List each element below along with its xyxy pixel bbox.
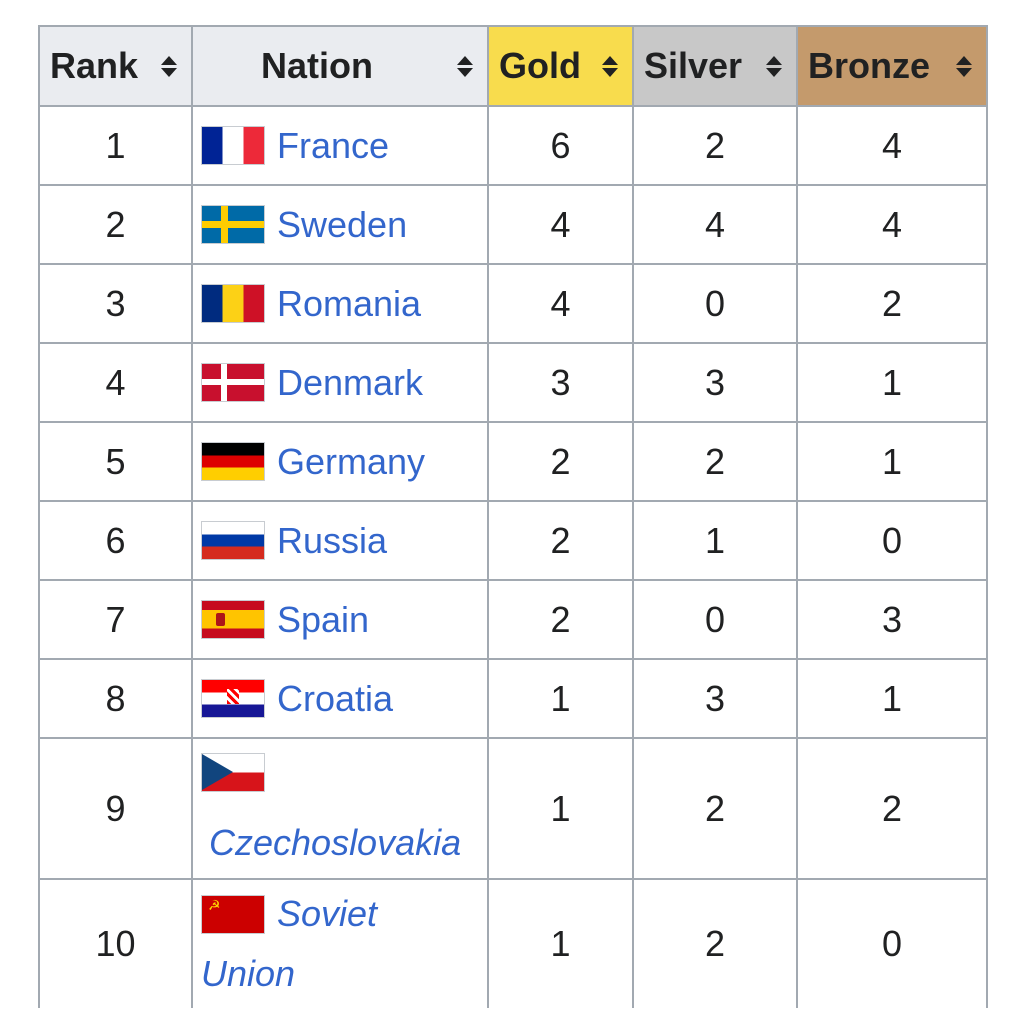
czechoslovakia-flag-icon[interactable]	[201, 753, 265, 792]
column-header-silver[interactable]: Silver	[632, 25, 798, 107]
sort-icon[interactable]	[600, 55, 620, 77]
silver-cell: 1	[632, 500, 798, 581]
bronze-cell: 1	[796, 421, 988, 502]
table-row: 8 Croatia 1 3 1	[38, 658, 988, 739]
rank-cell: 7	[38, 579, 193, 660]
rank-cell: 4	[38, 342, 193, 423]
nation-cell: France	[191, 105, 489, 186]
table-row: 3 Romania 4 0 2	[38, 263, 988, 344]
nation-cell: Russia	[191, 500, 489, 581]
nation-link[interactable]: Czechoslovakia	[209, 822, 462, 863]
silver-cell: 4	[632, 184, 798, 265]
nation-link[interactable]: Russia	[277, 519, 388, 561]
spain-flag-icon[interactable]	[201, 600, 265, 639]
sort-icon[interactable]	[455, 55, 475, 77]
nation-cell: Denmark	[191, 342, 489, 423]
silver-cell: 3	[632, 342, 798, 423]
nation-cell: Spain	[191, 579, 489, 660]
table-row: 9 Czechoslovakia 1 2 2	[38, 737, 988, 880]
nation-link[interactable]: Romania	[277, 282, 422, 324]
gold-cell: 2	[487, 579, 634, 660]
denmark-flag-icon[interactable]	[201, 363, 265, 402]
silver-cell: 2	[632, 421, 798, 502]
column-header-rank[interactable]: Rank	[38, 25, 193, 107]
nation-cell: Sweden	[191, 184, 489, 265]
sort-icon[interactable]	[764, 55, 784, 77]
nation-link[interactable]: Croatia	[277, 677, 394, 719]
nation-cell: Soviet Union	[191, 878, 489, 1008]
germany-flag-icon[interactable]	[201, 442, 265, 481]
bronze-cell: 4	[796, 184, 988, 265]
nation-link[interactable]: France	[277, 124, 390, 166]
gold-cell: 1	[487, 737, 634, 880]
header-row: Rank Nation Gold Silver	[38, 25, 988, 107]
gold-cell: 1	[487, 658, 634, 739]
nation-link-continued[interactable]: Union	[201, 953, 296, 994]
nation-cell: Germany	[191, 421, 489, 502]
gold-cell: 4	[487, 263, 634, 344]
medal-table: Rank Nation Gold Silver	[38, 25, 988, 1008]
gold-cell: 3	[487, 342, 634, 423]
silver-cell: 2	[632, 105, 798, 186]
bronze-cell: 2	[796, 263, 988, 344]
column-header-gold-label: Gold	[499, 45, 581, 86]
nation-cell: Romania	[191, 263, 489, 344]
gold-cell: 6	[487, 105, 634, 186]
table-row: 6 Russia 2 1 0	[38, 500, 988, 581]
sweden-flag-icon[interactable]	[201, 205, 265, 244]
nation-link[interactable]: Sweden	[277, 203, 408, 245]
table-row: 5 Germany 2 2 1	[38, 421, 988, 502]
bronze-cell: 0	[796, 878, 988, 1008]
nation-cell: Czechoslovakia	[191, 737, 489, 880]
table-row: 10 Soviet Union 1 2 0	[38, 878, 988, 1008]
rank-cell: 9	[38, 737, 193, 880]
column-header-gold[interactable]: Gold	[487, 25, 634, 107]
column-header-bronze[interactable]: Bronze	[796, 25, 988, 107]
table-row: 1 France 6 2 4	[38, 105, 988, 186]
france-flag-icon[interactable]	[201, 126, 265, 165]
bronze-cell: 1	[796, 658, 988, 739]
bronze-cell: 0	[796, 500, 988, 581]
soviet-union-flag-icon[interactable]	[201, 894, 265, 934]
column-header-nation[interactable]: Nation	[191, 25, 489, 107]
column-header-rank-label: Rank	[50, 45, 139, 86]
gold-cell: 1	[487, 878, 634, 1008]
gold-cell: 2	[487, 500, 634, 581]
column-header-silver-label: Silver	[644, 45, 743, 86]
nation-link[interactable]: Spain	[277, 598, 370, 640]
nation-link[interactable]: Germany	[277, 440, 426, 482]
rank-cell: 6	[38, 500, 193, 581]
silver-cell: 2	[632, 878, 798, 1008]
column-header-bronze-label: Bronze	[808, 45, 931, 86]
nation-cell: Croatia	[191, 658, 489, 739]
silver-cell: 2	[632, 737, 798, 880]
silver-cell: 0	[632, 579, 798, 660]
bronze-cell: 3	[796, 579, 988, 660]
sort-icon[interactable]	[159, 55, 179, 77]
sort-icon[interactable]	[954, 55, 974, 77]
silver-cell: 3	[632, 658, 798, 739]
bronze-cell: 4	[796, 105, 988, 186]
medal-table-container: Rank Nation Gold Silver	[38, 25, 988, 1008]
rank-cell: 8	[38, 658, 193, 739]
russia-flag-icon[interactable]	[201, 521, 265, 560]
gold-cell: 4	[487, 184, 634, 265]
column-header-nation-label: Nation	[261, 45, 373, 86]
nation-link[interactable]: Soviet	[277, 893, 378, 934]
bronze-cell: 2	[796, 737, 988, 880]
rank-cell: 10	[38, 878, 193, 1008]
gold-cell: 2	[487, 421, 634, 502]
table-row: 2 Sweden 4 4 4	[38, 184, 988, 265]
rank-cell: 5	[38, 421, 193, 502]
table-row: 7 Spain 2 0 3	[38, 579, 988, 660]
table-row: 4 Denmark 3 3 1	[38, 342, 988, 423]
rank-cell: 3	[38, 263, 193, 344]
bronze-cell: 1	[796, 342, 988, 423]
rank-cell: 2	[38, 184, 193, 265]
croatia-flag-icon[interactable]	[201, 679, 265, 718]
silver-cell: 0	[632, 263, 798, 344]
romania-flag-icon[interactable]	[201, 284, 265, 323]
nation-link[interactable]: Denmark	[277, 361, 424, 403]
rank-cell: 1	[38, 105, 193, 186]
